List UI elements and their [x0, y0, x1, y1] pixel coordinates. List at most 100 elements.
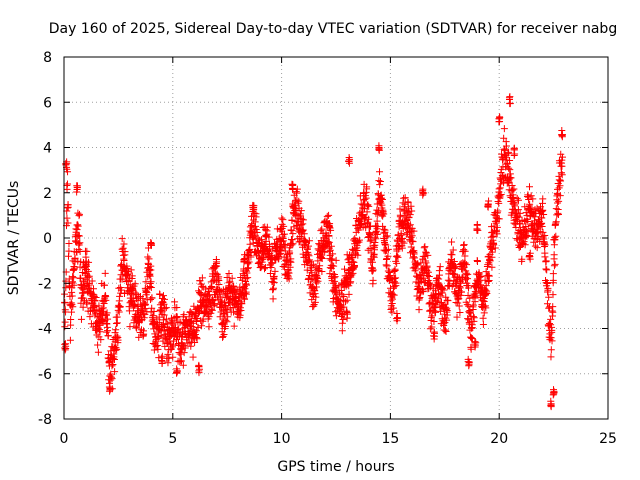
- data-point: [555, 197, 563, 205]
- data-point: [381, 240, 389, 248]
- data-point: [325, 232, 333, 240]
- data-point: [133, 324, 141, 332]
- data-point: [299, 226, 307, 234]
- data-point: [280, 242, 288, 250]
- data-point: [396, 213, 404, 221]
- data-point: [448, 238, 456, 246]
- data-point: [244, 274, 252, 282]
- data-point: [516, 209, 524, 217]
- data-point: [338, 327, 346, 335]
- data-point: [505, 175, 513, 183]
- data-point: [426, 325, 434, 333]
- data-point: [63, 180, 71, 188]
- data-point: [83, 300, 91, 308]
- data-point: [456, 308, 464, 316]
- axis-ticks: [63, 56, 609, 420]
- data-point: [469, 301, 477, 309]
- data-point: [466, 333, 474, 341]
- data-point: [189, 319, 197, 327]
- data-point: [549, 291, 557, 299]
- data-point: [246, 223, 254, 231]
- data-point: [205, 287, 213, 295]
- data-point: [327, 242, 335, 250]
- data-point: [485, 272, 493, 280]
- data-point: [378, 201, 386, 209]
- data-point: [366, 245, 374, 253]
- data-point: [129, 294, 137, 302]
- data-point: [465, 308, 473, 316]
- data-point: [64, 203, 72, 211]
- data-point: [406, 211, 414, 219]
- data-point: [193, 335, 201, 343]
- data-point: [113, 313, 121, 321]
- data-point: [94, 348, 102, 356]
- data-point: [441, 300, 449, 308]
- data-point: [61, 340, 69, 348]
- y-tick-label: 6: [43, 95, 52, 111]
- data-point: [189, 353, 197, 361]
- data-point: [316, 262, 324, 270]
- data-point: [270, 279, 278, 287]
- data-point: [393, 252, 401, 260]
- data-point: [65, 247, 73, 255]
- data-point: [288, 217, 296, 225]
- data-point: [68, 292, 76, 300]
- data-point: [286, 263, 294, 271]
- data-point: [75, 210, 83, 218]
- data-point: [413, 272, 421, 280]
- data-point: [450, 263, 458, 271]
- data-point: [299, 216, 307, 224]
- data-point: [97, 336, 105, 344]
- data-point: [100, 307, 108, 315]
- data-point: [193, 318, 201, 326]
- data-point: [420, 274, 428, 282]
- data-point: [263, 223, 271, 231]
- data-point: [359, 204, 367, 212]
- data-point: [62, 308, 70, 316]
- data-point: [463, 261, 471, 269]
- data-point: [96, 328, 104, 336]
- data-point: [368, 264, 376, 272]
- data-point: [159, 298, 167, 306]
- data-point: [410, 227, 418, 235]
- y-tick-label: 0: [43, 231, 52, 247]
- data-point: [552, 218, 560, 226]
- data-point: [489, 232, 497, 240]
- data-point: [495, 199, 503, 207]
- data-point: [100, 281, 108, 289]
- data-point: [315, 267, 323, 275]
- data-point: [524, 227, 532, 235]
- data-point: [111, 368, 119, 376]
- data-point: [168, 320, 176, 328]
- data-point: [280, 222, 288, 230]
- data-point: [102, 296, 110, 304]
- data-point: [61, 318, 69, 326]
- data-point: [326, 224, 334, 232]
- data-point: [525, 252, 533, 260]
- data-point: [154, 320, 162, 328]
- data-point: [366, 230, 374, 238]
- data-point: [226, 278, 234, 286]
- data-point: [107, 373, 115, 381]
- data-point: [76, 239, 84, 247]
- data-point: [68, 278, 76, 286]
- data-point: [329, 250, 337, 258]
- data-point: [126, 323, 134, 331]
- data-point: [115, 301, 123, 309]
- data-point: [455, 302, 463, 310]
- data-point: [237, 307, 245, 315]
- data-point: [113, 345, 121, 353]
- data-point: [386, 271, 394, 279]
- data-point: [465, 361, 473, 369]
- data-point: [494, 207, 502, 215]
- data-point: [461, 259, 469, 267]
- data-point: [86, 313, 94, 321]
- data-point: [169, 343, 177, 351]
- data-point: [304, 250, 312, 258]
- data-point: [355, 236, 363, 244]
- data-point: [549, 308, 557, 316]
- data-point: [423, 262, 431, 270]
- data-point: [426, 299, 434, 307]
- data-point: [143, 289, 151, 297]
- data-point: [428, 312, 436, 320]
